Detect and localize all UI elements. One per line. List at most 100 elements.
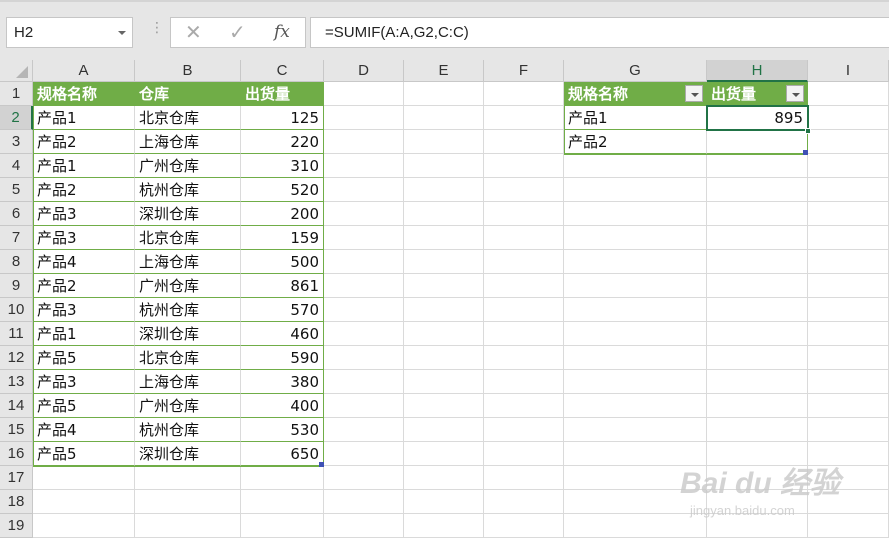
cell[interactable] — [324, 202, 404, 226]
cell[interactable] — [324, 154, 404, 178]
cell[interactable] — [404, 514, 484, 538]
column-header-E[interactable]: E — [404, 60, 484, 82]
table1-cell[interactable]: 上海仓库 — [135, 370, 241, 394]
cell[interactable] — [564, 418, 707, 442]
row-header-16[interactable]: 16 — [0, 442, 33, 466]
cell[interactable] — [564, 250, 707, 274]
cell[interactable] — [808, 178, 889, 202]
enter-icon[interactable]: ✓ — [229, 22, 246, 44]
cell[interactable] — [564, 346, 707, 370]
table1-cell[interactable]: 产品2 — [33, 130, 135, 154]
row-header-18[interactable]: 18 — [0, 490, 33, 514]
row-header-11[interactable]: 11 — [0, 322, 33, 346]
table1-cell[interactable]: 产品5 — [33, 346, 135, 370]
cell[interactable] — [808, 82, 889, 106]
cell[interactable] — [808, 226, 889, 250]
cell[interactable] — [404, 226, 484, 250]
cell[interactable] — [404, 178, 484, 202]
cell[interactable] — [404, 322, 484, 346]
column-header-B[interactable]: B — [135, 60, 241, 82]
filter-dropdown-icon[interactable] — [685, 85, 703, 102]
filter-dropdown-icon[interactable] — [786, 85, 804, 102]
cell[interactable] — [324, 178, 404, 202]
cell[interactable] — [484, 346, 564, 370]
cell[interactable] — [808, 202, 889, 226]
column-header-G[interactable]: G — [564, 60, 707, 82]
row-header-8[interactable]: 8 — [0, 250, 33, 274]
row-header-19[interactable]: 19 — [0, 514, 33, 538]
cell[interactable] — [324, 514, 404, 538]
cell[interactable] — [324, 370, 404, 394]
cell[interactable] — [404, 82, 484, 106]
cell[interactable] — [135, 466, 241, 490]
cell[interactable] — [484, 394, 564, 418]
row-header-3[interactable]: 3 — [0, 130, 33, 154]
cell[interactable] — [324, 490, 404, 514]
table1-cell[interactable]: 上海仓库 — [135, 130, 241, 154]
cell[interactable] — [404, 442, 484, 466]
chevron-down-icon[interactable] — [118, 31, 126, 35]
cell[interactable] — [404, 250, 484, 274]
cell[interactable] — [484, 370, 564, 394]
cell[interactable] — [484, 490, 564, 514]
cell[interactable] — [241, 514, 324, 538]
cell[interactable] — [324, 106, 404, 130]
cell[interactable] — [808, 418, 889, 442]
select-all-button[interactable] — [0, 60, 33, 82]
cell[interactable] — [484, 106, 564, 130]
cell[interactable] — [808, 322, 889, 346]
drag-handle-icon[interactable]: ⋮ — [150, 19, 164, 35]
table1-header[interactable]: 出货量 — [241, 82, 324, 106]
cell[interactable] — [707, 154, 808, 178]
cell[interactable] — [564, 322, 707, 346]
cell[interactable] — [564, 226, 707, 250]
cell[interactable] — [241, 490, 324, 514]
column-header-D[interactable]: D — [324, 60, 404, 82]
cell[interactable] — [707, 202, 808, 226]
table1-cell[interactable]: 深圳仓库 — [135, 202, 241, 226]
cell[interactable] — [484, 322, 564, 346]
row-header-7[interactable]: 7 — [0, 226, 33, 250]
fill-handle[interactable] — [805, 128, 811, 134]
table1-cell[interactable]: 产品4 — [33, 418, 135, 442]
cell[interactable] — [324, 418, 404, 442]
table1-cell[interactable]: 产品1 — [33, 322, 135, 346]
cell[interactable] — [564, 154, 707, 178]
table1-cell[interactable]: 广州仓库 — [135, 274, 241, 298]
cell[interactable] — [564, 202, 707, 226]
table1-cell[interactable]: 深圳仓库 — [135, 322, 241, 346]
table1-header[interactable]: 仓库 — [135, 82, 241, 106]
cell[interactable] — [564, 514, 707, 538]
table1-cell[interactable]: 北京仓库 — [135, 226, 241, 250]
cell[interactable] — [404, 370, 484, 394]
table1-cell[interactable]: 产品1 — [33, 106, 135, 130]
cell[interactable] — [484, 298, 564, 322]
cell[interactable] — [707, 490, 808, 514]
table1-cell[interactable]: 广州仓库 — [135, 154, 241, 178]
table1-cell[interactable]: 产品1 — [33, 154, 135, 178]
cell[interactable] — [707, 394, 808, 418]
table1-header[interactable]: 规格名称 — [33, 82, 135, 106]
cell[interactable] — [324, 442, 404, 466]
cell[interactable] — [404, 298, 484, 322]
cell[interactable] — [135, 514, 241, 538]
table1-cell[interactable]: 上海仓库 — [135, 250, 241, 274]
cell[interactable] — [707, 226, 808, 250]
cell[interactable] — [135, 490, 241, 514]
cell[interactable] — [404, 418, 484, 442]
column-header-I[interactable]: I — [808, 60, 889, 82]
cell[interactable] — [484, 202, 564, 226]
cell[interactable] — [707, 178, 808, 202]
cell[interactable] — [324, 82, 404, 106]
table1-cell[interactable]: 杭州仓库 — [135, 418, 241, 442]
table1-cell[interactable]: 深圳仓库 — [135, 442, 241, 466]
cell[interactable] — [707, 466, 808, 490]
cell[interactable] — [484, 82, 564, 106]
insert-function-icon[interactable]: fx — [274, 22, 290, 42]
cell[interactable] — [484, 466, 564, 490]
cell[interactable] — [404, 490, 484, 514]
cell[interactable] — [808, 370, 889, 394]
resize-handle[interactable] — [319, 462, 324, 467]
cell[interactable] — [324, 394, 404, 418]
row-header-13[interactable]: 13 — [0, 370, 33, 394]
